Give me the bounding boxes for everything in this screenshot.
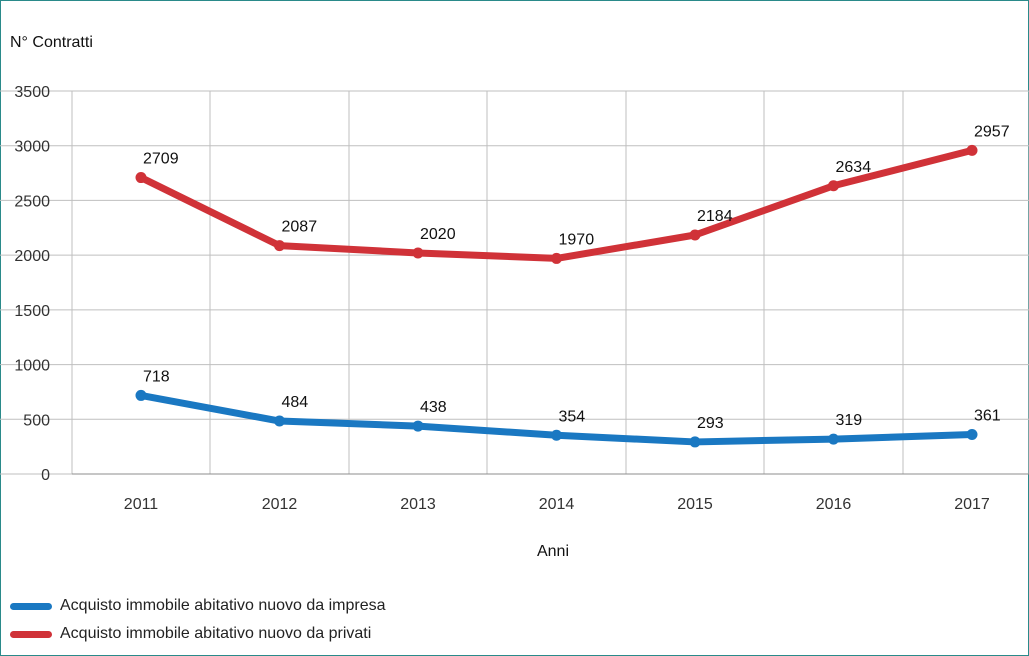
data-label: 2709: [143, 151, 179, 168]
grid: [0, 90, 1029, 475]
x-axis-title: Anni: [537, 543, 569, 560]
data-point: [828, 180, 839, 192]
data-point: [135, 389, 147, 401]
data-point: [274, 415, 285, 427]
data-label: 293: [697, 415, 724, 432]
data-label: 2020: [420, 226, 456, 243]
data-label: 2957: [974, 123, 1010, 140]
x-tick-label: 2013: [400, 496, 436, 513]
y-tick-label: 1000: [14, 358, 50, 375]
data-point: [689, 436, 701, 448]
data-label: 2634: [836, 159, 872, 176]
data-label: 438: [420, 399, 447, 416]
data-label: 361: [974, 407, 1001, 424]
legend-label-privati: Acquisto immobile abitativo nuovo da pri…: [60, 625, 372, 642]
data-label: 2087: [282, 219, 318, 236]
data-point: [689, 229, 701, 241]
data-point: [551, 252, 562, 264]
legend-label-impresa: Acquisto immobile abitativo nuovo da imp…: [60, 597, 386, 614]
data-label: 1970: [559, 231, 595, 248]
data-point: [966, 428, 978, 440]
legend-swatch-impresa: [10, 602, 52, 610]
x-tick-label: 2015: [677, 496, 713, 513]
x-tick-label: 2012: [262, 496, 298, 513]
y-axis-title: N° Contratti: [10, 34, 93, 51]
x-axis-ticks: 2011 2012 2013 2014 2015 2016 2017: [124, 496, 990, 513]
legend-item-impresa: Acquisto immobile abitativo nuovo da imp…: [10, 592, 386, 620]
data-label: 718: [143, 368, 170, 385]
data-point: [135, 172, 147, 184]
legend-item-privati: Acquisto immobile abitativo nuovo da pri…: [10, 620, 386, 648]
x-tick-label: 2016: [816, 496, 852, 513]
data-point: [412, 247, 424, 259]
y-axis-ticks: 0 500 1000 1500 2000 2500 3000 3500: [14, 84, 50, 484]
x-tick-label: 2011: [124, 496, 159, 513]
y-tick-label: 3500: [14, 84, 50, 101]
data-label: 2184: [697, 208, 733, 225]
data-labels: 718 484 438 354 293 319 361 2709 2087 2020 1970 218…: [143, 123, 1010, 432]
y-tick-label: 500: [23, 412, 50, 429]
legend-swatch-privati: [10, 630, 52, 638]
y-tick-label: 2500: [14, 193, 50, 210]
data-label: 319: [836, 412, 863, 429]
data-point: [412, 420, 424, 432]
data-point: [828, 433, 839, 445]
y-tick-label: 1500: [14, 303, 50, 320]
x-tick-label: 2017: [954, 496, 990, 513]
y-tick-label: 2000: [14, 248, 50, 265]
data-point: [274, 240, 285, 252]
y-tick-label: 3000: [14, 139, 50, 156]
legend: Acquisto immobile abitativo nuovo da imp…: [10, 592, 386, 648]
series-group: [135, 144, 978, 448]
data-point: [551, 429, 562, 441]
data-label: 484: [282, 394, 309, 411]
data-label: 354: [559, 408, 586, 425]
data-point: [966, 144, 978, 156]
y-tick-label: 0: [41, 467, 50, 484]
x-tick-label: 2014: [539, 496, 575, 513]
